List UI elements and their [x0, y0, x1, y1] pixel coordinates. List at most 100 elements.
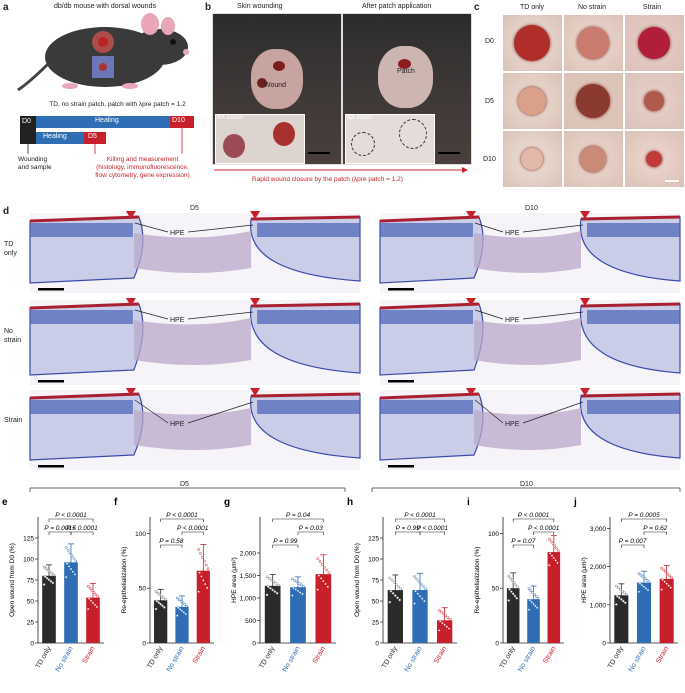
timeline-killing-label: Killing and measurement (histology, immun…: [95, 156, 190, 179]
data-point: [93, 603, 97, 607]
hpe-arrow: [522, 401, 584, 424]
data-point: [95, 605, 99, 609]
data-point: [50, 572, 54, 575]
data-point: [418, 594, 422, 598]
data-point: [327, 571, 331, 575]
p-bracket: [160, 544, 183, 548]
data-point: [266, 585, 270, 589]
y-axis-label: Re-epithelialization (%): [121, 547, 128, 614]
data-point: [644, 587, 648, 590]
data-point: [625, 593, 628, 596]
data-point: [42, 565, 46, 569]
data-point: [550, 554, 554, 557]
data-point: [325, 568, 329, 572]
bar: [636, 582, 652, 643]
hpe-label: HPE: [505, 421, 520, 428]
data-point: [293, 579, 296, 582]
data-point: [155, 599, 159, 603]
x-tick-label: No strain: [166, 645, 186, 673]
data-point: [397, 585, 400, 589]
x-tick-label: TD only: [146, 645, 164, 670]
x-tick-label: TD only: [607, 645, 625, 670]
wound-spot: [646, 151, 662, 167]
data-point: [641, 575, 645, 579]
data-point: [420, 597, 424, 600]
bar: [264, 585, 281, 643]
hpe-marker: [466, 298, 476, 306]
data-point: [319, 577, 323, 580]
wound-spot: [644, 91, 664, 111]
data-point: [316, 588, 320, 591]
p-bracket: [48, 531, 72, 535]
data-point: [182, 611, 186, 614]
closure-arrow: [214, 167, 468, 173]
data-point: [316, 557, 320, 561]
data-point: [68, 551, 72, 555]
y-tick-label: 50: [139, 586, 147, 593]
y-tick-label: 50: [27, 599, 35, 606]
hpe-arrow: [474, 309, 504, 320]
data-point: [51, 581, 55, 585]
data-point: [183, 603, 187, 606]
data-point: [533, 604, 537, 608]
data-point: [638, 582, 642, 585]
y-tick-label: 3,000: [590, 526, 607, 533]
data-point: [637, 572, 641, 575]
y-tick-label: 100: [368, 557, 379, 564]
col-strain: Strain: [642, 4, 662, 11]
data-point: [204, 563, 208, 567]
data-point: [536, 596, 540, 600]
data-point: [320, 562, 324, 566]
data-point: [660, 588, 663, 591]
hpe-label: HPE: [505, 230, 520, 237]
data-point: [44, 567, 48, 571]
data-point: [43, 575, 47, 578]
data-point: [265, 575, 269, 579]
data-point: [45, 576, 49, 580]
data-point: [424, 587, 427, 591]
p-value: P = 0.0005: [628, 512, 660, 519]
data-point: [48, 570, 52, 574]
p-value: P < 0.0001: [66, 525, 98, 532]
hpe-marker: [125, 298, 136, 306]
data-point: [269, 586, 272, 590]
hpe-label: HPE: [505, 317, 520, 324]
p-value: P < 0.0001: [55, 512, 87, 519]
data-point: [179, 599, 183, 603]
data-point: [527, 587, 531, 591]
p-bracket: [272, 518, 324, 522]
p-value: P = 0.62: [643, 525, 668, 532]
wound-spot: [638, 27, 670, 59]
p-bracket: [181, 531, 204, 535]
data-point: [298, 591, 302, 594]
data-point: [392, 581, 396, 584]
data-point: [176, 606, 180, 609]
data-point: [535, 606, 539, 610]
data-point: [528, 598, 532, 602]
group-brackets: [29, 487, 681, 492]
x-tick-label: TD only: [499, 645, 517, 670]
wound-spot: [514, 25, 550, 61]
y-axis-label: HPE area (μm²): [231, 557, 238, 603]
y-tick-label: 2,000: [590, 564, 607, 571]
scale-bar: [38, 380, 64, 383]
data-point: [185, 604, 189, 608]
panel-b-title-right: After patch application: [362, 3, 432, 10]
panel-letter-c: c: [474, 2, 480, 13]
data-point: [646, 588, 650, 592]
data-point: [437, 629, 441, 632]
y-tick-label: 100: [23, 557, 34, 564]
data-point: [70, 554, 74, 557]
p-bracket: [160, 518, 204, 522]
hpe-arrow: [187, 311, 254, 320]
chart-e: e 0 25 50 75 100 125 Open wound from D0 (%) TD o…: [2, 497, 104, 673]
data-point: [184, 612, 188, 616]
data-point: [515, 596, 519, 600]
data-point: [516, 585, 520, 589]
bar: [527, 599, 540, 643]
y-tick-label: 0: [30, 641, 34, 648]
data-point: [65, 562, 69, 566]
bar: [64, 562, 78, 643]
data-point: [92, 591, 96, 594]
data-point: [438, 619, 442, 623]
